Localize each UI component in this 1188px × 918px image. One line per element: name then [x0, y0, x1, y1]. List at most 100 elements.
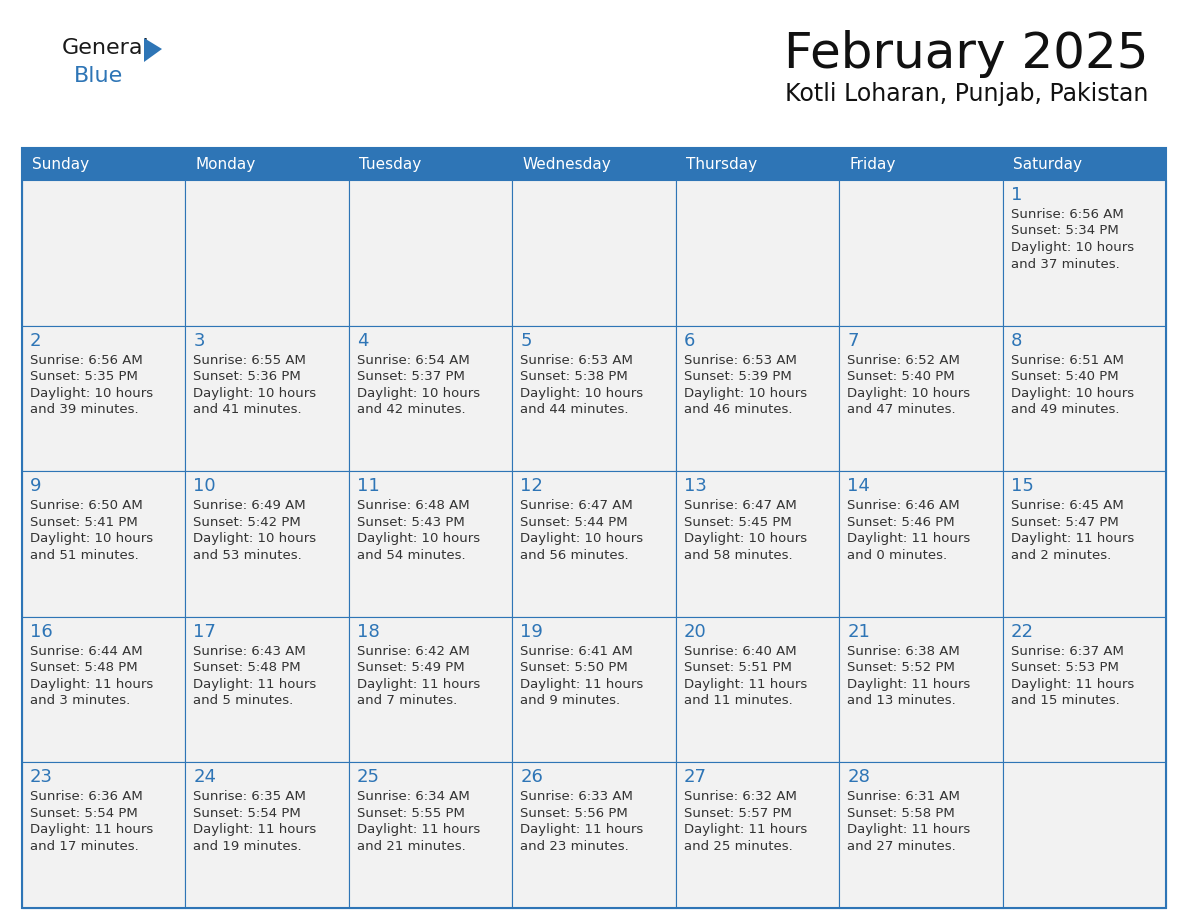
Text: Sunrise: 6:56 AM: Sunrise: 6:56 AM	[1011, 208, 1124, 221]
Text: and 11 minutes.: and 11 minutes.	[684, 694, 792, 707]
Bar	[23, 471, 185, 617]
Text: Daylight: 11 hours: Daylight: 11 hours	[847, 677, 971, 691]
Text: Sunrise: 6:43 AM: Sunrise: 6:43 AM	[194, 644, 307, 658]
Bar	[839, 326, 1003, 471]
Bar	[512, 180, 676, 326]
Text: Sunrise: 6:34 AM: Sunrise: 6:34 AM	[356, 790, 469, 803]
Text: and 3 minutes.: and 3 minutes.	[30, 694, 131, 707]
Text: 12: 12	[520, 477, 543, 495]
Text: Daylight: 11 hours: Daylight: 11 hours	[684, 677, 807, 691]
Text: 3: 3	[194, 331, 204, 350]
Bar	[349, 148, 512, 180]
Text: Daylight: 10 hours: Daylight: 10 hours	[684, 532, 807, 545]
Text: 18: 18	[356, 622, 380, 641]
Text: 6: 6	[684, 331, 695, 350]
Text: 28: 28	[847, 768, 870, 787]
Text: Saturday: Saturday	[1012, 156, 1081, 172]
Text: and 5 minutes.: and 5 minutes.	[194, 694, 293, 707]
Bar	[185, 326, 349, 471]
Text: Sunset: 5:37 PM: Sunset: 5:37 PM	[356, 370, 465, 383]
Bar	[349, 471, 512, 617]
Text: Sunset: 5:47 PM: Sunset: 5:47 PM	[1011, 516, 1118, 529]
Text: Sunrise: 6:50 AM: Sunrise: 6:50 AM	[30, 499, 143, 512]
Text: Sunrise: 6:54 AM: Sunrise: 6:54 AM	[356, 353, 469, 366]
Text: 14: 14	[847, 477, 870, 495]
Text: 4: 4	[356, 331, 368, 350]
Text: 7: 7	[847, 331, 859, 350]
Bar	[1003, 180, 1165, 326]
Text: Monday: Monday	[196, 156, 255, 172]
Bar	[839, 471, 1003, 617]
Text: Sunset: 5:55 PM: Sunset: 5:55 PM	[356, 807, 465, 820]
Text: Sunset: 5:51 PM: Sunset: 5:51 PM	[684, 661, 791, 675]
Text: 1: 1	[1011, 186, 1022, 204]
Text: Daylight: 11 hours: Daylight: 11 hours	[1011, 677, 1133, 691]
Bar	[839, 617, 1003, 763]
Text: and 2 minutes.: and 2 minutes.	[1011, 549, 1111, 562]
Text: and 44 minutes.: and 44 minutes.	[520, 403, 628, 416]
Text: 15: 15	[1011, 477, 1034, 495]
Text: Kotli Loharan, Punjab, Pakistan: Kotli Loharan, Punjab, Pakistan	[784, 82, 1148, 106]
Text: Sunrise: 6:44 AM: Sunrise: 6:44 AM	[30, 644, 143, 658]
Text: Sunrise: 6:32 AM: Sunrise: 6:32 AM	[684, 790, 797, 803]
Text: Daylight: 11 hours: Daylight: 11 hours	[356, 677, 480, 691]
Bar	[512, 326, 676, 471]
Text: Friday: Friday	[849, 156, 896, 172]
Text: 9: 9	[30, 477, 42, 495]
Text: Sunrise: 6:38 AM: Sunrise: 6:38 AM	[847, 644, 960, 658]
Text: Daylight: 11 hours: Daylight: 11 hours	[684, 823, 807, 836]
Text: Daylight: 11 hours: Daylight: 11 hours	[847, 823, 971, 836]
Text: Sunrise: 6:51 AM: Sunrise: 6:51 AM	[1011, 353, 1124, 366]
Text: and 27 minutes.: and 27 minutes.	[847, 840, 956, 853]
Bar	[512, 763, 676, 908]
Text: 22: 22	[1011, 622, 1034, 641]
Text: 13: 13	[684, 477, 707, 495]
Text: 27: 27	[684, 768, 707, 787]
Text: 21: 21	[847, 622, 870, 641]
Text: and 41 minutes.: and 41 minutes.	[194, 403, 302, 416]
Text: February 2025: February 2025	[784, 30, 1148, 78]
Text: Sunrise: 6:47 AM: Sunrise: 6:47 AM	[520, 499, 633, 512]
Text: Daylight: 10 hours: Daylight: 10 hours	[194, 532, 316, 545]
Bar	[349, 326, 512, 471]
Text: Sunset: 5:40 PM: Sunset: 5:40 PM	[1011, 370, 1118, 383]
Bar	[23, 617, 185, 763]
Bar	[512, 148, 676, 180]
Text: and 21 minutes.: and 21 minutes.	[356, 840, 466, 853]
Text: Sunset: 5:48 PM: Sunset: 5:48 PM	[194, 661, 301, 675]
Bar	[185, 763, 349, 908]
Bar	[349, 180, 512, 326]
Text: Sunset: 5:46 PM: Sunset: 5:46 PM	[847, 516, 955, 529]
Bar	[839, 180, 1003, 326]
Bar	[512, 471, 676, 617]
Text: Sunset: 5:50 PM: Sunset: 5:50 PM	[520, 661, 628, 675]
Bar	[512, 617, 676, 763]
Text: Wednesday: Wednesday	[523, 156, 611, 172]
Text: Daylight: 10 hours: Daylight: 10 hours	[1011, 241, 1133, 254]
Text: Sunset: 5:58 PM: Sunset: 5:58 PM	[847, 807, 955, 820]
Text: Daylight: 10 hours: Daylight: 10 hours	[1011, 386, 1133, 399]
Text: Sunrise: 6:53 AM: Sunrise: 6:53 AM	[520, 353, 633, 366]
Text: Sunset: 5:54 PM: Sunset: 5:54 PM	[194, 807, 302, 820]
Text: 8: 8	[1011, 331, 1022, 350]
Text: Blue: Blue	[74, 66, 124, 86]
Text: and 25 minutes.: and 25 minutes.	[684, 840, 792, 853]
Text: Daylight: 11 hours: Daylight: 11 hours	[30, 677, 153, 691]
Bar	[349, 763, 512, 908]
Text: 20: 20	[684, 622, 707, 641]
Text: Sunrise: 6:37 AM: Sunrise: 6:37 AM	[1011, 644, 1124, 658]
Text: and 17 minutes.: and 17 minutes.	[30, 840, 139, 853]
Text: 25: 25	[356, 768, 380, 787]
Bar	[1003, 148, 1165, 180]
Bar	[839, 763, 1003, 908]
Text: Thursday: Thursday	[685, 156, 757, 172]
Text: Sunset: 5:57 PM: Sunset: 5:57 PM	[684, 807, 791, 820]
Text: 24: 24	[194, 768, 216, 787]
Text: Sunrise: 6:33 AM: Sunrise: 6:33 AM	[520, 790, 633, 803]
Text: 19: 19	[520, 622, 543, 641]
Bar	[676, 763, 839, 908]
Text: Sunrise: 6:48 AM: Sunrise: 6:48 AM	[356, 499, 469, 512]
Text: Sunset: 5:41 PM: Sunset: 5:41 PM	[30, 516, 138, 529]
Text: and 7 minutes.: and 7 minutes.	[356, 694, 457, 707]
Bar	[185, 617, 349, 763]
